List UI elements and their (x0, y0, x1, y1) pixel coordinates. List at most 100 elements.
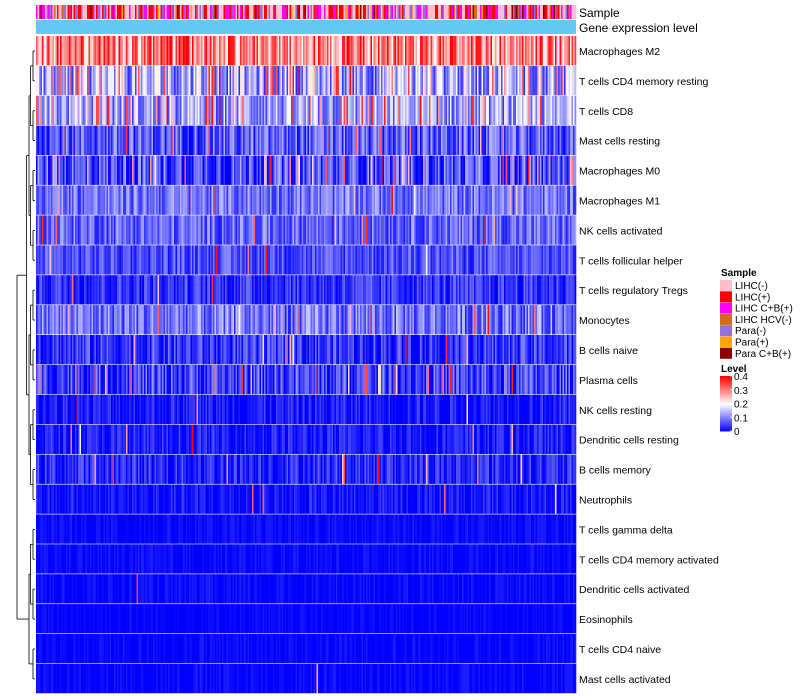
sample-anno-cell (477, 5, 479, 19)
heatmap-cell (568, 185, 571, 215)
heatmap-cell (142, 125, 145, 155)
heatmap-cell (69, 245, 71, 275)
heatmap-cell (55, 275, 58, 305)
heatmap-cell (322, 394, 325, 425)
heatmap-cell (135, 125, 137, 155)
heatmap-cell (412, 125, 415, 155)
heatmap-cell (442, 364, 445, 395)
heatmap-cell (360, 95, 362, 126)
heatmap-cell (241, 185, 244, 215)
heatmap-cell (247, 65, 250, 96)
heatmap-cell (255, 394, 257, 425)
heatmap-cell (519, 215, 521, 245)
heatmap-cell (417, 364, 419, 395)
heatmap-cell (81, 394, 83, 425)
heatmap-cell (349, 215, 352, 245)
heatmap-cell (114, 95, 116, 126)
heatmap-cell (322, 335, 325, 365)
heatmap-cell (91, 95, 94, 126)
heatmap-cell (400, 155, 403, 185)
heatmap-cell (114, 185, 116, 215)
heatmap-cell (156, 125, 158, 155)
heatmap-cell (324, 65, 326, 96)
heatmap-cell (142, 275, 145, 305)
heatmap-cell (198, 125, 200, 155)
heatmap-cell (418, 155, 421, 185)
heatmap-cell (384, 305, 386, 335)
heatmap-cell (343, 335, 346, 365)
heatmap-cell (492, 125, 494, 155)
heatmap-cell (301, 305, 304, 335)
heatmap-cell (376, 364, 379, 395)
heatmap-cell (355, 245, 358, 275)
heatmap-cell (310, 394, 313, 425)
heatmap-cell (406, 364, 409, 395)
heatmap-cell (178, 305, 181, 335)
heatmap-cell (100, 36, 103, 66)
heatmap-cell (478, 36, 481, 66)
heatmap-cell (487, 275, 490, 305)
heatmap-cell (108, 65, 110, 96)
heatmap-cell (118, 335, 121, 365)
heatmap-cell (310, 305, 313, 335)
heatmap-cell (538, 125, 541, 155)
heatmap-cell (112, 95, 115, 126)
heatmap-cell (223, 36, 226, 66)
heatmap-cell (108, 394, 110, 425)
heatmap-cell (247, 125, 250, 155)
heatmap-cell (151, 125, 154, 155)
heatmap-cell (454, 65, 457, 96)
heatmap-cell (415, 335, 418, 365)
heatmap-cell (357, 245, 359, 275)
heatmap-cell (316, 185, 319, 215)
heatmap-cell (499, 36, 502, 66)
heatmap-cell (478, 305, 481, 335)
heatmap-cell (561, 245, 563, 275)
heatmap-cell (52, 185, 55, 215)
heatmap-cell (508, 245, 511, 275)
heatmap-cell (241, 364, 244, 395)
sample-anno-cell (127, 5, 130, 19)
heatmap-cell (289, 36, 292, 66)
heatmap-cell (471, 364, 473, 395)
heatmap-cell (456, 364, 458, 395)
heatmap-cell (523, 95, 526, 126)
heatmap-cell (349, 155, 352, 185)
heatmap-cell (253, 95, 256, 126)
heatmap-cell (475, 215, 478, 245)
heatmap-cell (454, 36, 457, 66)
heatmap-cell (379, 275, 382, 305)
heatmap-cell (273, 215, 275, 245)
heatmap-cell (141, 215, 143, 245)
heatmap-cell (324, 394, 326, 425)
heatmap-cell (270, 335, 272, 365)
heatmap-cell (40, 364, 43, 395)
heatmap-cell (513, 245, 515, 275)
heatmap-cell (487, 155, 490, 185)
heatmap-cell (360, 394, 362, 425)
heatmap-cell (397, 275, 400, 305)
heatmap-cell (64, 245, 67, 275)
sample-anno-cell (543, 5, 545, 19)
heatmap-cell (376, 245, 379, 275)
heatmap-cell (465, 155, 467, 185)
heatmap-cell (414, 36, 416, 66)
sample-anno-cell (291, 5, 293, 19)
heatmap-cell (49, 36, 52, 66)
heatmap-cell (232, 364, 235, 395)
heatmap-cell (256, 335, 259, 365)
sample-anno-cell (211, 5, 214, 19)
heatmap-cell (381, 245, 383, 275)
heatmap-cell (465, 215, 467, 245)
heatmap-cell (81, 305, 83, 335)
sample-anno-cell (45, 5, 47, 19)
heatmap-cell (148, 275, 151, 305)
heatmap-cell (222, 275, 224, 305)
heatmap-cell (387, 275, 389, 305)
heatmap-cell (213, 335, 215, 365)
sample-anno-cell (294, 5, 296, 19)
heatmap-cell (121, 185, 124, 215)
sample-anno-cell (508, 5, 511, 19)
heatmap-cell (301, 245, 304, 275)
heatmap-cell (192, 155, 194, 185)
